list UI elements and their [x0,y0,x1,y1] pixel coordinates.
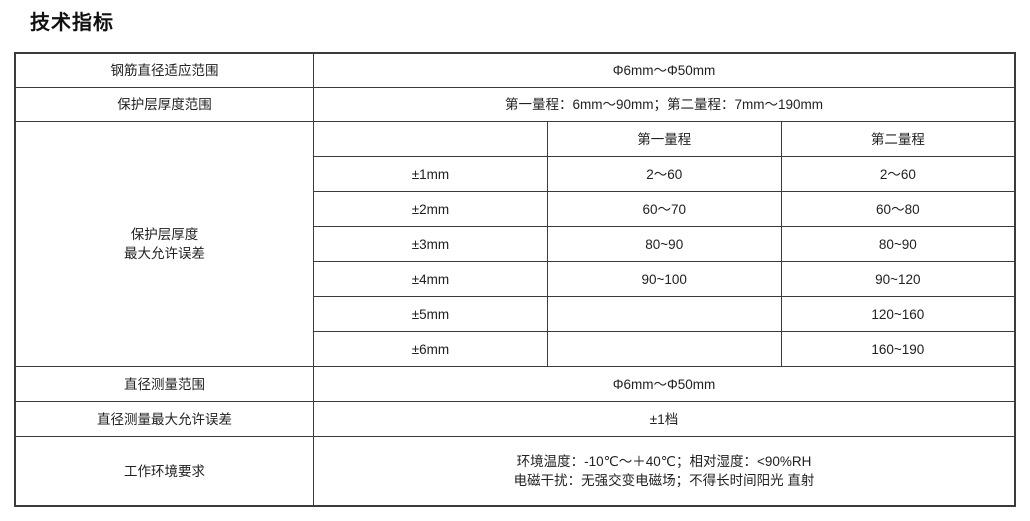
tolerance-value: ±2mm [313,191,548,227]
table-row-diameter-max-tolerance: 直径测量最大允许误差 ±1档 [14,401,1016,437]
range1-value: 90~100 [546,261,782,297]
range2-value: 80~90 [780,226,1016,262]
table-row-tolerance-header: 保护层厚度 最大允许误差 第一量程 第二量程 [14,121,1016,367]
cover-tolerance-label-line1: 保护层厚度 [130,227,199,242]
tolerance-value: ±6mm [313,331,548,367]
cover-tolerance-label-line2: 最大允许误差 [124,246,205,261]
table-row: ±5mm 120~160 [15,296,1016,332]
tolerance-value: ±1mm [313,156,548,192]
range2-value: 120~160 [780,296,1016,332]
table-row-diameter-measure-range: 直径测量范围 Φ6mm～Φ50mm [14,366,1016,402]
table-row: ±6mm 160~190 [15,331,1016,367]
row-value-rebar-diameter-range: Φ6mm～Φ50mm [313,52,1016,88]
range2-value: 2～60 [780,156,1016,192]
range1-column-header: 第一量程 [546,121,782,157]
range2-value: 160~190 [780,331,1016,367]
tolerance-value: ±4mm [313,261,548,297]
tolerance-column-header [313,121,548,157]
range1-value [546,296,782,332]
row-label-cover-tolerance: 保护层厚度 最大允许误差 [14,121,314,367]
range1-value [546,331,782,367]
row-label-working-environment: 工作环境要求 [14,436,314,507]
table-row-working-environment: 工作环境要求 环境温度：-10℃～＋40℃；相对湿度：<90%RH 电磁干扰：无… [14,436,1016,507]
range2-value: 90~120 [780,261,1016,297]
row-value-cover-thickness-range: 第一量程：6mm～90mm；第二量程：7mm～190mm [313,87,1016,122]
technical-specifications-table: 钢筋直径适应范围 Φ6mm～Φ50mm 保护层厚度范围 第一量程：6mm～90m… [14,52,1016,507]
tolerance-value: ±5mm [313,296,548,332]
working-environment-line1: 环境温度：-10℃～＋40℃；相对湿度：<90%RH [516,454,812,469]
row-label-rebar-diameter-range: 钢筋直径适应范围 [14,52,314,88]
table-row: ±4mm 90~100 90~120 [15,261,1016,297]
range1-value: 60～70 [546,191,782,227]
row-label-cover-thickness-range: 保护层厚度范围 [14,87,314,122]
range2-value: 60～80 [780,191,1016,227]
table-row-cover-thickness-range: 保护层厚度范围 第一量程：6mm～90mm；第二量程：7mm～190mm [14,87,1016,122]
row-label-diameter-max-tolerance: 直径测量最大允许误差 [14,401,314,437]
range2-column-header: 第二量程 [780,121,1016,157]
range1-value: 2～60 [546,156,782,192]
table-row: ±2mm 60～70 60～80 [15,191,1016,227]
table-row: ±1mm 2～60 2～60 [15,156,1016,192]
range1-value: 80~90 [546,226,782,262]
row-value-diameter-max-tolerance: ±1档 [313,401,1016,437]
row-value-diameter-measure-range: Φ6mm～Φ50mm [313,366,1016,402]
page-title: 技术指标 [30,12,114,34]
table-row-rebar-diameter-range: 钢筋直径适应范围 Φ6mm～Φ50mm [14,52,1016,88]
row-label-diameter-measure-range: 直径测量范围 [14,366,314,402]
tolerance-value: ±3mm [313,226,548,262]
row-value-working-environment: 环境温度：-10℃～＋40℃；相对湿度：<90%RH 电磁干扰：无强交变电磁场；… [313,436,1016,507]
table-row: ±3mm 80~90 80~90 [15,226,1016,262]
working-environment-line2: 电磁干扰：无强交变电磁场；不得长时间阳光 直射 [513,473,815,488]
